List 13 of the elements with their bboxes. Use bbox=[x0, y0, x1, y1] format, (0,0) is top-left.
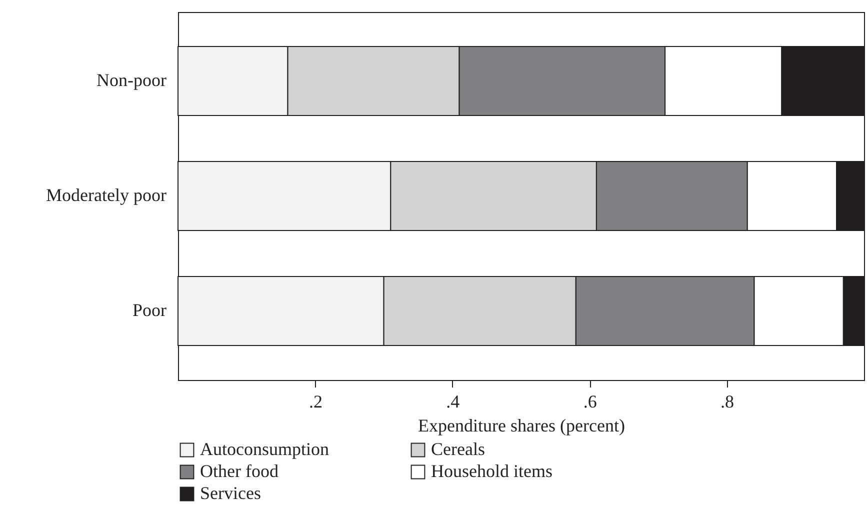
x-tick-label: .4 bbox=[446, 392, 460, 412]
legend-label: Other food bbox=[200, 461, 278, 481]
y-tick-label: Poor bbox=[132, 300, 166, 320]
x-axis-title: Expenditure shares (percent) bbox=[418, 416, 625, 436]
x-tick-label: .8 bbox=[720, 392, 734, 412]
legend-label: Services bbox=[200, 483, 261, 503]
x-tick-label: .2 bbox=[308, 392, 322, 412]
y-tick-label: Non-poor bbox=[96, 70, 166, 90]
legend-label: Autoconsumption bbox=[200, 439, 329, 459]
x-tick-label: .6 bbox=[583, 392, 597, 412]
y-tick-label: Moderately poor bbox=[46, 185, 166, 205]
legend-label: Household items bbox=[431, 461, 552, 481]
legend-label: Cereals bbox=[431, 439, 485, 459]
